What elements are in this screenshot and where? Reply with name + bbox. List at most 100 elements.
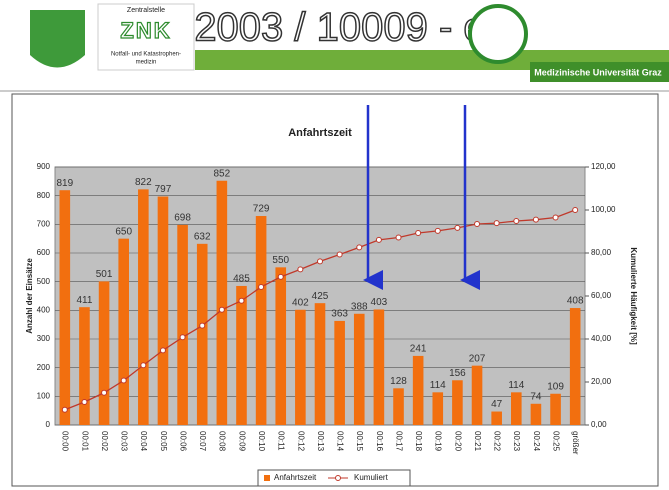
y-tick-label: 600 xyxy=(37,248,51,257)
bar xyxy=(510,392,522,425)
line-point xyxy=(532,216,539,223)
x-tick-label: 00:10 xyxy=(257,431,266,452)
line-point xyxy=(258,283,265,290)
x-tick-label: 00:17 xyxy=(394,431,403,452)
bar xyxy=(295,309,306,425)
line-point xyxy=(218,306,225,313)
university: Medizinische Universität Graz xyxy=(534,67,662,77)
value-label: 403 xyxy=(371,297,388,308)
line-point xyxy=(81,398,88,405)
x-tick-label: 00:23 xyxy=(512,431,521,452)
bar xyxy=(216,180,228,425)
x-tick-label: 00:24 xyxy=(532,431,541,452)
y-tick-label: 100 xyxy=(37,391,51,400)
y2-tick-label: 100,00 xyxy=(591,205,616,214)
bar xyxy=(118,238,130,425)
line-point xyxy=(415,230,422,237)
bar xyxy=(491,411,502,425)
bar xyxy=(157,196,169,425)
value-label: 363 xyxy=(331,309,348,320)
y-tick-label: 700 xyxy=(37,219,51,228)
org-top: Zentralstelle xyxy=(127,7,165,14)
y-tick-label: 900 xyxy=(37,162,51,171)
line-point xyxy=(277,273,284,280)
y2-tick-label: 60,00 xyxy=(591,291,612,300)
x-tick-label: größer xyxy=(571,431,580,455)
value-label: 109 xyxy=(547,381,564,392)
x-tick-label: 00:11 xyxy=(277,431,286,451)
x-tick-label: 00:07 xyxy=(198,431,207,452)
bar xyxy=(373,309,385,425)
bar xyxy=(255,216,267,425)
y-tick-label: 200 xyxy=(37,363,51,372)
y2-tick-label: 0,00 xyxy=(591,420,607,429)
legend-swatch xyxy=(335,475,341,481)
x-tick-label: 00:18 xyxy=(414,431,423,452)
x-tick-label: 00:20 xyxy=(453,431,462,452)
org-abbr: ZNK xyxy=(120,18,171,43)
value-label: 388 xyxy=(351,301,368,312)
value-label: 797 xyxy=(155,184,172,195)
value-label: 114 xyxy=(508,380,524,391)
slide-title: 2003 / 10009 - e xyxy=(194,6,485,50)
bar xyxy=(334,320,345,425)
bar xyxy=(177,224,188,425)
bar xyxy=(236,285,247,425)
value-label: 128 xyxy=(390,376,407,387)
org-sub: medizin xyxy=(136,60,157,66)
green-band xyxy=(530,62,669,82)
value-label: 411 xyxy=(76,295,92,306)
line-point xyxy=(454,224,461,231)
x-tick-label: 00:19 xyxy=(434,431,443,452)
value-label: 822 xyxy=(135,177,152,188)
line-point xyxy=(434,227,441,234)
value-label: 207 xyxy=(469,353,486,364)
bar xyxy=(550,393,561,425)
x-tick-label: 00:22 xyxy=(493,431,502,452)
x-tick-label: 00:08 xyxy=(218,431,227,452)
bar xyxy=(98,281,110,425)
line-point xyxy=(395,234,402,241)
value-label: 852 xyxy=(214,168,231,179)
line-point xyxy=(474,220,481,227)
bar xyxy=(393,388,404,425)
line-point xyxy=(297,266,304,273)
value-label: 819 xyxy=(56,178,73,189)
x-tick-label: 00:12 xyxy=(296,431,305,452)
bar xyxy=(59,190,71,425)
bar xyxy=(452,380,463,425)
legend-label: Kumuliert xyxy=(354,473,389,482)
legend-swatch xyxy=(264,475,270,481)
value-label: 729 xyxy=(253,204,270,215)
x-tick-label: 00:02 xyxy=(100,431,109,452)
x-tick-label: 00:00 xyxy=(61,431,70,452)
value-label: 156 xyxy=(449,368,466,379)
org-sub: Notfall- und Katastrophen- xyxy=(111,52,181,58)
line-point xyxy=(179,334,186,341)
line-point xyxy=(317,258,323,265)
bar xyxy=(530,403,542,425)
line-point xyxy=(159,347,166,354)
y2-tick-label: 40,00 xyxy=(591,334,612,343)
value-label: 402 xyxy=(292,297,309,308)
legend-label: Anfahrtszeit xyxy=(274,473,317,482)
line-point xyxy=(199,322,206,329)
bar xyxy=(275,267,287,425)
bar xyxy=(314,303,326,425)
y2-tick-label: 80,00 xyxy=(591,248,612,257)
line-point xyxy=(61,406,68,413)
bar xyxy=(432,392,444,425)
bar xyxy=(412,355,424,425)
value-label: 47 xyxy=(491,399,503,410)
plot: 0 100 200 300 400 500 600 700 800 900 0,00 20,00 40,… xyxy=(25,162,638,487)
line-point xyxy=(120,377,127,384)
x-tick-label: 00:06 xyxy=(178,431,187,452)
line-point xyxy=(493,220,500,227)
bar xyxy=(353,313,365,425)
value-label: 114 xyxy=(430,380,446,391)
value-label: 501 xyxy=(96,269,113,280)
line-point xyxy=(101,389,108,396)
x-tick-label: 00:09 xyxy=(237,431,246,452)
